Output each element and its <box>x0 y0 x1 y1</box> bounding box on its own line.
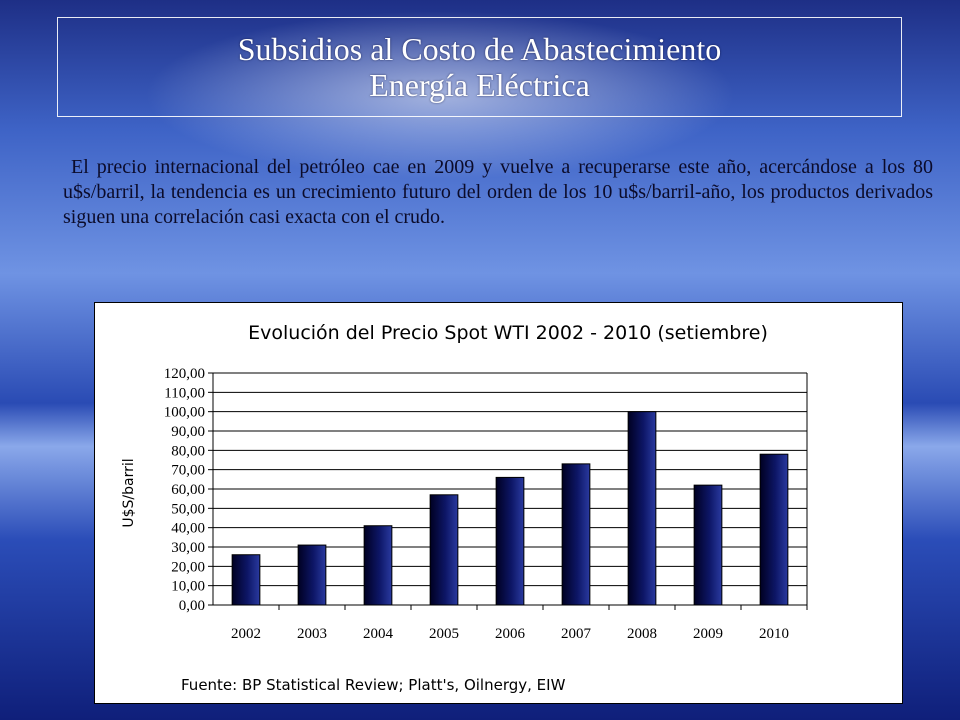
title-box: Subsidios al Costo de Abastecimiento Ene… <box>57 17 902 117</box>
slide-subtitle: Energía Eléctrica <box>369 67 590 103</box>
y-tick-label: 50,00 <box>171 501 205 517</box>
chart-container: Evolución del Precio Spot WTI 2002 - 201… <box>94 302 903 704</box>
y-tick-label: 80,00 <box>171 443 205 459</box>
bar-2009 <box>693 484 723 606</box>
y-tick-label: 70,00 <box>171 463 205 479</box>
chart-title: Evolución del Precio Spot WTI 2002 - 201… <box>248 322 768 344</box>
bar-2002 <box>231 554 261 606</box>
y-tick-label: 110,00 <box>164 385 205 401</box>
slide-title: Subsidios al Costo de Abastecimiento <box>237 31 722 67</box>
y-axis-label: U$S/barril <box>121 458 137 527</box>
bar-2005 <box>429 494 459 606</box>
tick-layer: 0,00 10,00 20,00 30,00 40,00 50,00 60,00 70,00 8… <box>164 366 808 642</box>
y-tick-label: 40,00 <box>171 521 205 537</box>
bar-2010 <box>759 453 789 606</box>
x-tick-label: 2005 <box>429 626 459 642</box>
bar-2007 <box>561 463 591 606</box>
x-tick-label: 2007 <box>561 626 592 642</box>
y-tick-label: 90,00 <box>171 424 205 440</box>
bar-2003 <box>297 544 327 606</box>
bar-chart: Evolución del Precio Spot WTI 2002 - 201… <box>121 322 808 694</box>
y-tick-label: 100,00 <box>164 405 205 421</box>
y-tick-label: 60,00 <box>171 482 205 498</box>
bar-2008 <box>627 411 657 606</box>
y-tick-label: 20,00 <box>171 559 205 575</box>
body-paragraph: El precio internacional del petróleo cae… <box>63 156 933 228</box>
y-tick-label: 120,00 <box>164 366 205 382</box>
x-tick-label: 2006 <box>495 626 526 642</box>
bar-layer <box>231 411 789 606</box>
y-tick-label: 30,00 <box>171 540 205 556</box>
y-tick-label: 10,00 <box>171 579 205 595</box>
x-tick-label: 2004 <box>363 626 394 642</box>
y-tick-label: 0,00 <box>179 598 205 614</box>
x-tick-label: 2002 <box>231 626 261 642</box>
x-tick-label: 2010 <box>759 626 789 642</box>
x-tick-label: 2008 <box>627 626 657 642</box>
source-note: Fuente: BP Statistical Review; Platt's, … <box>181 676 566 694</box>
bar-2006 <box>495 476 525 606</box>
bar-2004 <box>363 525 393 606</box>
x-tick-label: 2003 <box>297 626 327 642</box>
x-tick-label: 2009 <box>693 626 723 642</box>
